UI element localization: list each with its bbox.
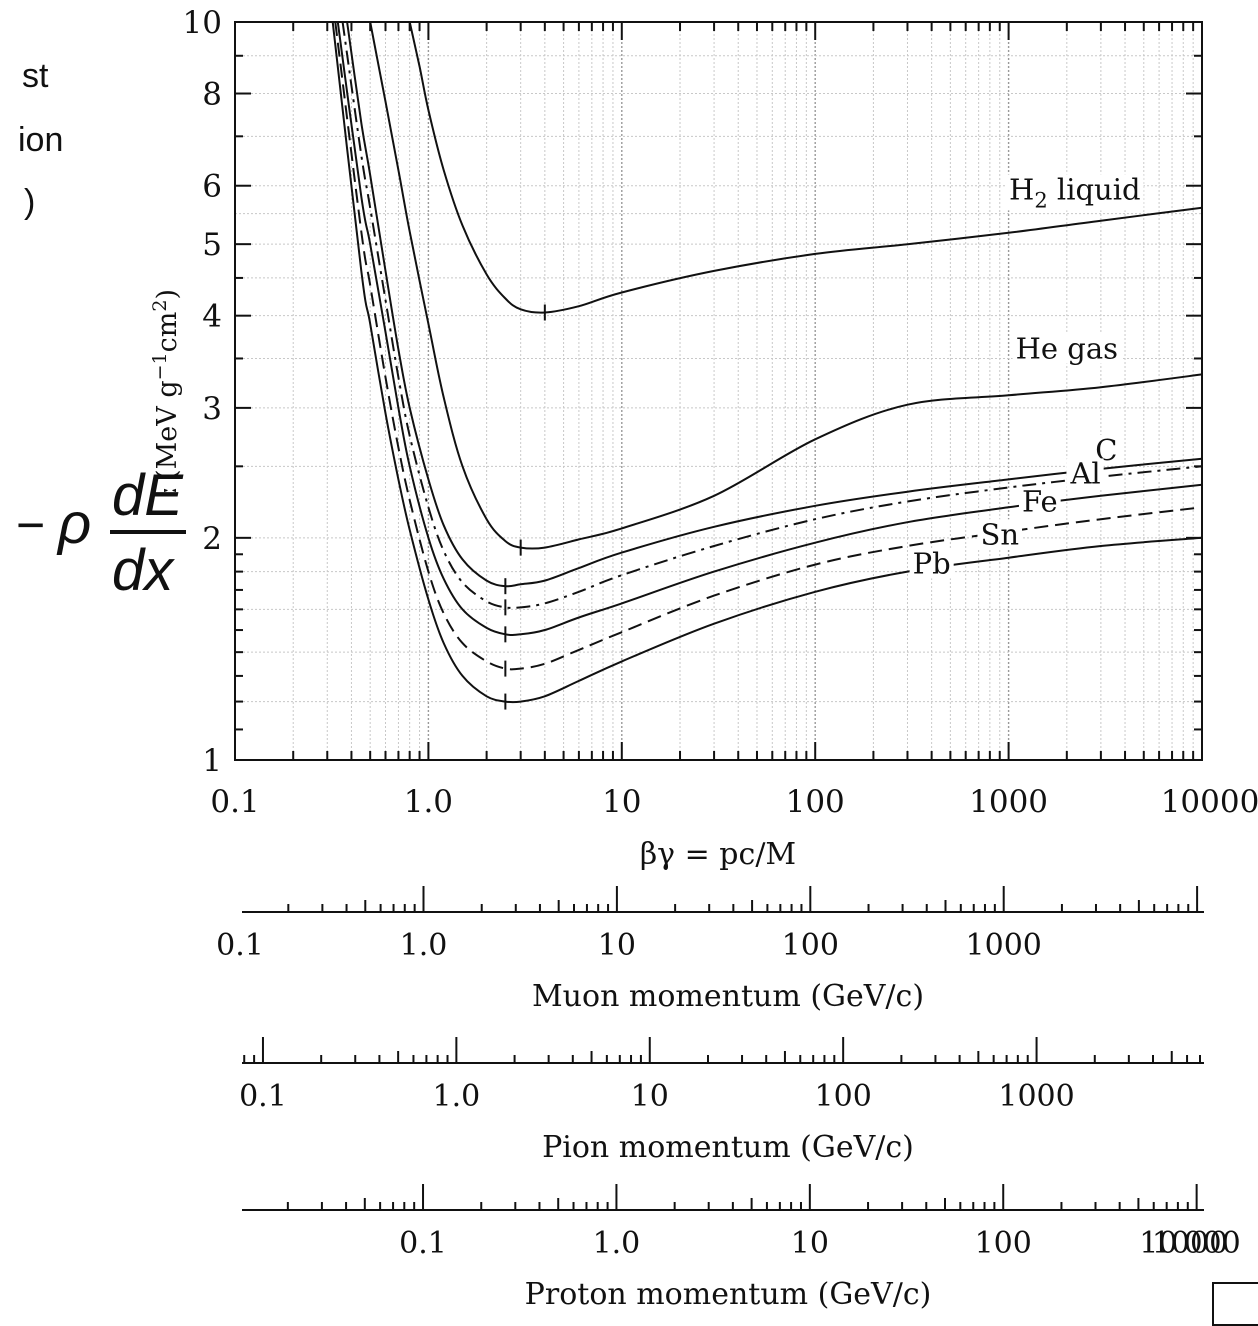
y-axis-clipped-char: ː	[152, 486, 183, 495]
momentum-axis-1: 0.1 1.0 10 100 1000 Muon momentum (GeV/c)	[216, 886, 1204, 1014]
momentum-axis-title: Proton momentum (GeV/c)	[525, 1277, 932, 1312]
series-line-he-gas	[369, 21, 1203, 550]
x-tick-label: 10000	[1161, 784, 1258, 820]
momentum-tick-label: 100	[815, 1079, 872, 1114]
y-axis-label-suffix: )	[152, 289, 183, 300]
x-tick-label: 1000	[969, 784, 1048, 820]
momentum-axis-2: 0.1 1.0 10 100 1000 Pion momentum (GeV/c)	[239, 1037, 1204, 1165]
formula-rho: ρ	[58, 491, 92, 556]
figure-corner-box	[1212, 1282, 1258, 1326]
series-line-sn	[334, 21, 1203, 671]
momentum-tick-label: 10	[631, 1079, 669, 1114]
momentum-tick-label: 0.1	[399, 1226, 447, 1261]
momentum-tick-label: 1.0	[400, 928, 448, 963]
y-axis-label-prefix: (MeV g	[152, 380, 183, 480]
y-axis-label-exp2: 2	[149, 300, 171, 312]
curve-label-sn: Sn	[980, 517, 1019, 551]
curve-label-bg-pb	[909, 548, 954, 579]
momentum-tick-label: 100	[975, 1226, 1032, 1261]
curve-label-al: Al	[1069, 456, 1100, 490]
clipped-text-fragment-2: ion	[18, 121, 64, 159]
momentum-tick-label: 0.1	[216, 928, 264, 963]
momentum-tick-label: 1000	[998, 1079, 1074, 1114]
series-line-h2-liquid	[408, 21, 1203, 314]
formula-minus: −	[16, 497, 46, 553]
y-tick-label: 2	[202, 521, 222, 557]
momentum-axis-title: Pion momentum (GeV/c)	[542, 1130, 914, 1165]
momentum-tick-label: 10	[791, 1226, 829, 1261]
x-tick-label: 10	[602, 784, 641, 820]
x-tick-label: 100	[786, 784, 845, 820]
y-tick-label: 3	[202, 391, 222, 427]
curve-label-bg-he-gas	[1012, 333, 1122, 364]
y-axis-label-mid: cm	[152, 312, 183, 353]
plot-frame: 0.1 1.0 10 100 1000 10000 1 2 3 4 5 6 8 10	[183, 5, 1258, 820]
curve-label-h2-liquid: H2 liquid	[1009, 172, 1141, 212]
momentum-tick-label: 1.0	[433, 1079, 481, 1114]
y-tick-label: 4	[202, 299, 222, 335]
momentum-tick-label: 1.0	[593, 1226, 641, 1261]
curve-label-bg-h2-liquid	[1006, 174, 1144, 211]
clipped-text-fragment-3: )	[24, 183, 36, 221]
series-line-al	[341, 21, 1203, 609]
series-layer	[331, 21, 1203, 710]
series-line-c	[346, 21, 1203, 588]
y-tick-label: 5	[202, 227, 222, 263]
grid	[235, 22, 1202, 760]
momentum-tick-label: 100	[782, 928, 839, 963]
y-axis-label-exp1: −1	[149, 352, 171, 380]
momentum-tick-label: 10	[598, 928, 636, 963]
momentum-tick-label: 1000	[966, 928, 1042, 963]
formula-denominator: dx	[112, 538, 174, 603]
clipped-text-fragment-1: st	[22, 57, 49, 95]
y-tick-label: 1	[202, 743, 222, 779]
formula-numerator: dE	[112, 463, 183, 528]
curve-label-pb: Pb	[913, 546, 951, 580]
momentum-axis-title: Muon momentum (GeV/c)	[532, 979, 924, 1014]
y-tick-label: 8	[202, 77, 222, 113]
plot-border	[234, 21, 1203, 761]
momentum-tick-label: 10 000	[1139, 1226, 1240, 1261]
x-axis-label: βγ = pc/M	[640, 837, 796, 872]
curve-label-bg-al	[1066, 458, 1104, 489]
y-tick-label: 6	[202, 169, 222, 205]
x-tick-label: 1.0	[404, 784, 453, 820]
curve-label-bg-sn	[977, 519, 1023, 550]
secondary-axes: 0.1 1.0 10 100 1000 Muon momentum (GeV/c) 0.1 1…	[216, 886, 1241, 1312]
momentum-tick-label: 1000	[1152, 1226, 1228, 1261]
momentum-tick-label: 0.1	[239, 1079, 287, 1114]
curve-label-fe: Fe	[1022, 485, 1058, 519]
y-axis-label: ː (MeV g−1cm2)	[149, 289, 183, 495]
formula-fraction-bar	[110, 530, 186, 534]
x-tick-label: 0.1	[210, 784, 259, 820]
curve-label-he-gas: He gas	[1016, 331, 1118, 365]
y-tick-label: 10	[183, 5, 222, 41]
series-line-fe	[336, 21, 1203, 637]
curve-label-bg-fe	[1018, 486, 1061, 517]
